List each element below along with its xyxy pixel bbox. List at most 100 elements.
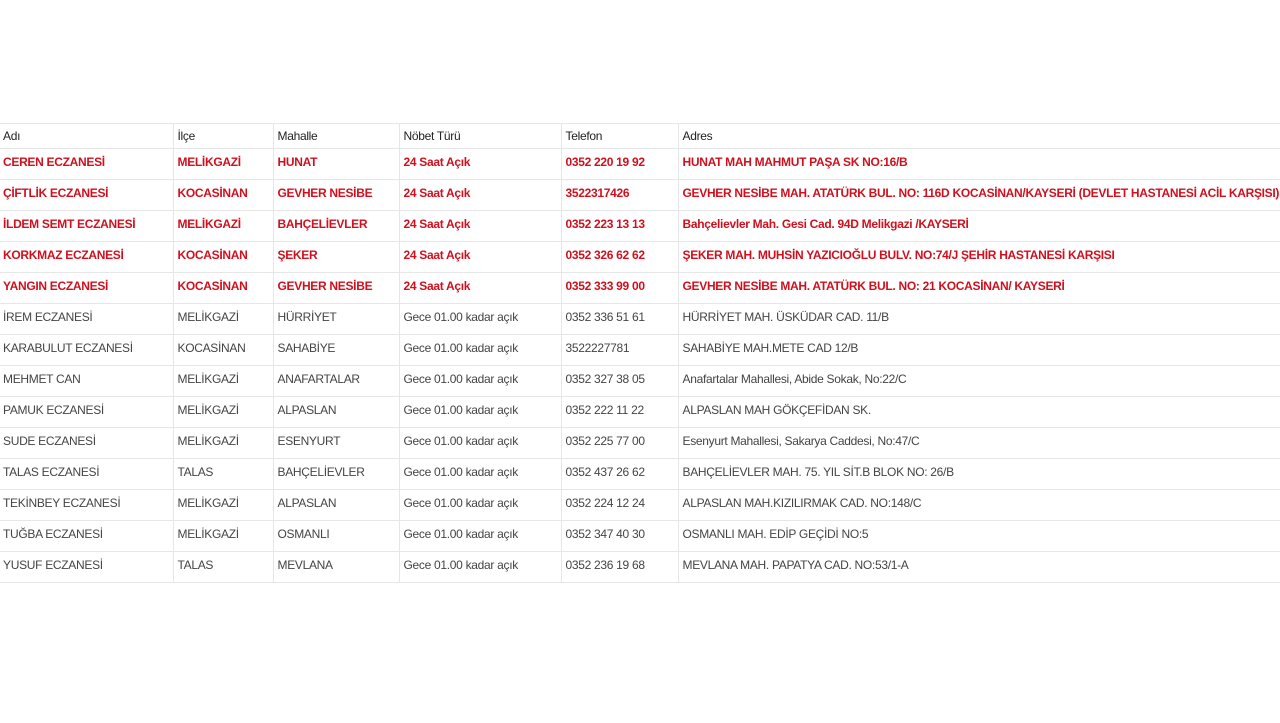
cell-neighborhood: GEVHER NESİBE [272,179,399,211]
cell-neighborhood: BAHÇELİEVLER [272,210,399,242]
cell-name: YANGIN ECZANESİ [0,272,173,304]
cell-address: ALPASLAN MAH.KIZILIRMAK CAD. NO:148/C [677,489,1280,521]
cell-phone[interactable]: 0352 223 13 13 [560,210,678,242]
cell-address: GEVHER NESİBE MAH. ATATÜRK BUL. NO: 21 K… [677,272,1280,304]
cell-name: İREM ECZANESİ [0,303,173,335]
cell-address: ALPASLAN MAH GÖKÇEFİDAN SK. [677,396,1280,428]
cell-district: KOCASİNAN [172,241,273,273]
cell-neighborhood: ESENYURT [272,427,399,459]
header-address: Adres [677,123,1280,149]
cell-duty-type: 24 Saat Açık [398,241,561,273]
pharmacy-table: Adı İlçe Mahalle Nöbet Türü Telefon Adre… [0,123,1280,583]
header-phone: Telefon [560,123,678,149]
cell-name: SUDE ECZANESİ [0,427,173,459]
cell-address: HUNAT MAH MAHMUT PAŞA SK NO:16/B [677,148,1280,180]
cell-duty-type: 24 Saat Açık [398,210,561,242]
cell-address: OSMANLI MAH. EDİP GEÇİDİ NO:5 [677,520,1280,552]
cell-phone[interactable]: 3522227781 [560,334,678,366]
table-row: TALAS ECZANESİ TALAS BAHÇELİEVLER Gece 01.0… [0,458,1280,490]
cell-district: MELİKGAZİ [172,396,273,428]
cell-duty-type: Gece 01.00 kadar açık [398,458,561,490]
cell-name: İLDEM SEMT ECZANESİ [0,210,173,242]
table-row: İREM ECZANESİ MELİKGAZİ HÜRRİYET Gece 01.00… [0,303,1280,335]
cell-name: KORKMAZ ECZANESİ [0,241,173,273]
cell-district: MELİKGAZİ [172,303,273,335]
cell-name: TEKİNBEY ECZANESİ [0,489,173,521]
header-neighborhood: Mahalle [272,123,399,149]
cell-neighborhood: ŞEKER [272,241,399,273]
cell-phone[interactable]: 0352 347 40 30 [560,520,678,552]
cell-name: KARABULUT ECZANESİ [0,334,173,366]
cell-name: MEHMET CAN [0,365,173,397]
cell-neighborhood: BAHÇELİEVLER [272,458,399,490]
cell-name: CEREN ECZANESİ [0,148,173,180]
cell-district: TALAS [172,551,273,583]
cell-duty-type: Gece 01.00 kadar açık [398,489,561,521]
cell-district: MELİKGAZİ [172,489,273,521]
table-body: CEREN ECZANESİ MELİKGAZİ HUNAT 24 Saat Açık… [0,148,1280,583]
cell-phone[interactable]: 3522317426 [560,179,678,211]
cell-district: MELİKGAZİ [172,365,273,397]
table-row: PAMUK ECZANESİ MELİKGAZİ ALPASLAN Gece 01.0… [0,396,1280,428]
cell-phone[interactable]: 0352 336 51 61 [560,303,678,335]
cell-neighborhood: ANAFARTALAR [272,365,399,397]
cell-address: Bahçelievler Mah. Gesi Cad. 94D Melikgaz… [677,210,1280,242]
header-row: Adı İlçe Mahalle Nöbet Türü Telefon Adre… [0,123,1280,149]
cell-phone[interactable]: 0352 333 99 00 [560,272,678,304]
cell-address: MEVLANA MAH. PAPATYA CAD. NO:53/1-A [677,551,1280,583]
table-header: Adı İlçe Mahalle Nöbet Türü Telefon Adre… [0,123,1280,149]
cell-district: KOCASİNAN [172,179,273,211]
cell-duty-type: Gece 01.00 kadar açık [398,520,561,552]
table-row: KARABULUT ECZANESİ KOCASİNAN SAHABİYE Gece … [0,334,1280,366]
cell-name: TALAS ECZANESİ [0,458,173,490]
cell-address: Anafartalar Mahallesi, Abide Sokak, No:2… [677,365,1280,397]
cell-phone[interactable]: 0352 222 11 22 [560,396,678,428]
cell-address: BAHÇELİEVLER MAH. 75. YIL SİT.B BLOK NO:… [677,458,1280,490]
cell-district: TALAS [172,458,273,490]
header-name: Adı [0,123,173,149]
table-row: TEKİNBEY ECZANESİ MELİKGAZİ ALPASLAN Gece 0… [0,489,1280,521]
cell-phone[interactable]: 0352 437 26 62 [560,458,678,490]
cell-neighborhood: GEVHER NESİBE [272,272,399,304]
cell-address: ŞEKER MAH. MUHSİN YAZICIOĞLU BULV. NO:74… [677,241,1280,273]
cell-neighborhood: SAHABİYE [272,334,399,366]
table-row: CEREN ECZANESİ MELİKGAZİ HUNAT 24 Saat Açık… [0,148,1280,180]
cell-address: Esenyurt Mahallesi, Sakarya Caddesi, No:… [677,427,1280,459]
cell-district: MELİKGAZİ [172,210,273,242]
cell-neighborhood: OSMANLI [272,520,399,552]
cell-duty-type: Gece 01.00 kadar açık [398,334,561,366]
cell-phone[interactable]: 0352 225 77 00 [560,427,678,459]
cell-name: ÇİFTLİK ECZANESİ [0,179,173,211]
cell-duty-type: Gece 01.00 kadar açık [398,396,561,428]
table-row: TUĞBA ECZANESİ MELİKGAZİ OSMANLI Gece 01.00… [0,520,1280,552]
table-row: İLDEM SEMT ECZANESİ MELİKGAZİ BAHÇELİEVLER… [0,210,1280,242]
cell-duty-type: Gece 01.00 kadar açık [398,427,561,459]
cell-neighborhood: HUNAT [272,148,399,180]
cell-neighborhood: MEVLANA [272,551,399,583]
cell-district: MELİKGAZİ [172,427,273,459]
cell-phone[interactable]: 0352 236 19 68 [560,551,678,583]
cell-neighborhood: HÜRRİYET [272,303,399,335]
cell-neighborhood: ALPASLAN [272,396,399,428]
cell-duty-type: 24 Saat Açık [398,179,561,211]
cell-address: HÜRRİYET MAH. ÜSKÜDAR CAD. 11/B [677,303,1280,335]
cell-district: MELİKGAZİ [172,148,273,180]
cell-duty-type: 24 Saat Açık [398,272,561,304]
cell-duty-type: Gece 01.00 kadar açık [398,551,561,583]
cell-duty-type: Gece 01.00 kadar açık [398,303,561,335]
cell-district: KOCASİNAN [172,272,273,304]
cell-phone[interactable]: 0352 327 38 05 [560,365,678,397]
cell-duty-type: 24 Saat Açık [398,148,561,180]
cell-duty-type: Gece 01.00 kadar açık [398,365,561,397]
header-district: İlçe [172,123,273,149]
cell-neighborhood: ALPASLAN [272,489,399,521]
table-row: KORKMAZ ECZANESİ KOCASİNAN ŞEKER 24 Saat Aç… [0,241,1280,273]
cell-phone[interactable]: 0352 224 12 24 [560,489,678,521]
cell-district: KOCASİNAN [172,334,273,366]
cell-district: MELİKGAZİ [172,520,273,552]
header-duty-type: Nöbet Türü [398,123,561,149]
cell-name: TUĞBA ECZANESİ [0,520,173,552]
table-row: MEHMET CAN MELİKGAZİ ANAFARTALAR Gece 01.00… [0,365,1280,397]
cell-phone[interactable]: 0352 326 62 62 [560,241,678,273]
cell-phone[interactable]: 0352 220 19 92 [560,148,678,180]
